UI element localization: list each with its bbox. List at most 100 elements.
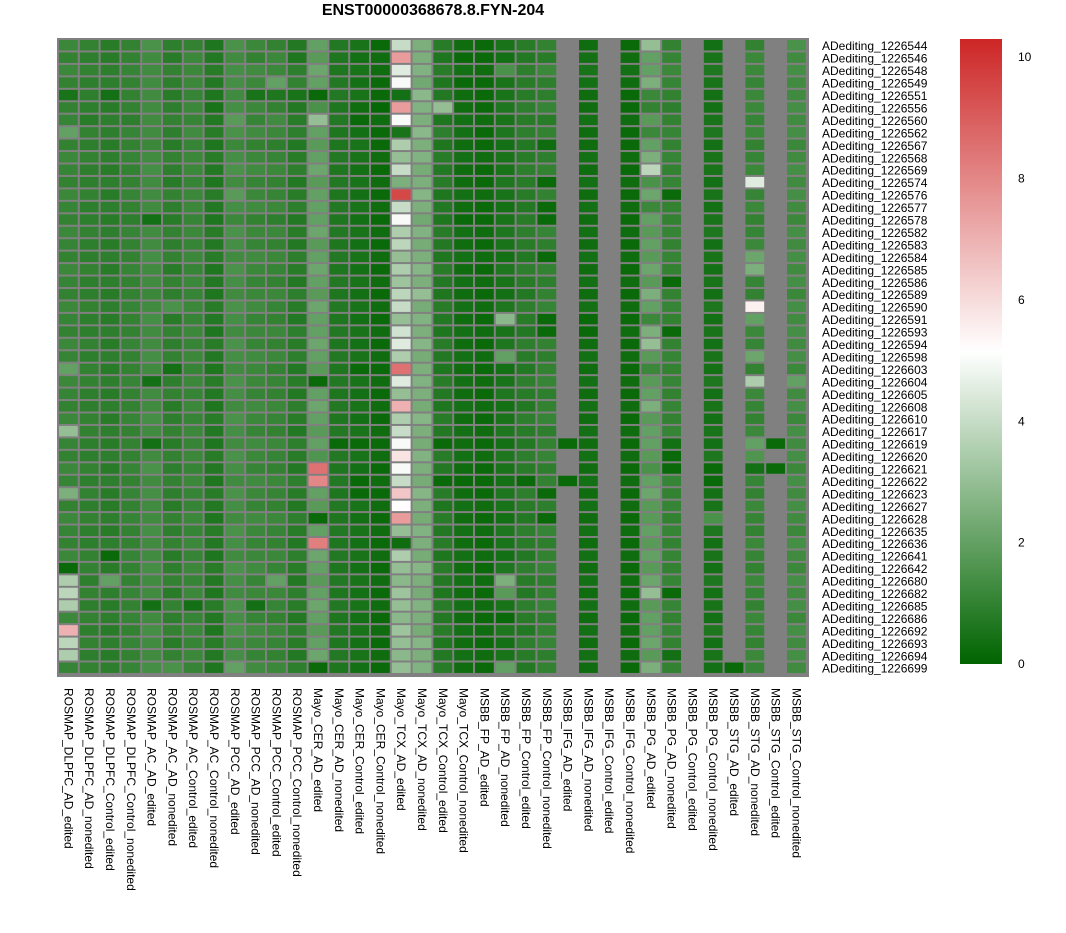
heatmap-cell [516, 587, 536, 599]
heatmap-cell [204, 226, 224, 238]
heatmap-cell [412, 612, 432, 624]
heatmap-cell [495, 612, 515, 624]
heatmap-cell [100, 351, 120, 362]
heatmap-cell [100, 226, 120, 238]
heatmap-cell [537, 239, 557, 250]
column-label: ROSMAP_AC_AD_nonedited [165, 688, 179, 846]
heatmap-cell [412, 637, 432, 649]
heatmap-cell [703, 77, 723, 88]
column-label: MSBB_PG_AD_nonedited [665, 688, 679, 829]
heatmap-cell [745, 189, 765, 200]
heatmap-cell [183, 550, 203, 561]
heatmap-cell [163, 114, 182, 126]
heatmap-cell [599, 64, 619, 76]
heatmap-cell [287, 77, 307, 88]
heatmap-cell [475, 388, 494, 400]
heatmap-cell [475, 114, 494, 126]
row-label: ADediting_1226567 [822, 139, 928, 153]
heatmap-cell [745, 64, 765, 76]
heatmap-cell [641, 64, 661, 76]
heatmap-cell [287, 363, 307, 375]
heatmap-cell [537, 52, 557, 63]
heatmap-cell [745, 102, 765, 113]
heatmap-cell [599, 251, 619, 263]
heatmap-cell [59, 650, 78, 661]
heatmap-cell [329, 164, 349, 175]
heatmap-cell [121, 102, 141, 113]
heatmap-cell [724, 239, 744, 250]
heatmap-cell [433, 176, 453, 188]
heatmap-cell [329, 363, 349, 375]
heatmap-cell [620, 413, 640, 424]
heatmap-cell [579, 176, 598, 188]
heatmap-cell [59, 425, 78, 437]
heatmap-cell [599, 189, 619, 200]
heatmap-cell [412, 500, 432, 512]
heatmap-cell [412, 575, 432, 586]
heatmap-cell [724, 637, 744, 649]
heatmap-cell [454, 550, 473, 561]
heatmap-cell [163, 164, 182, 175]
heatmap-cell [579, 52, 598, 63]
heatmap-cell [142, 388, 161, 400]
heatmap-cell [537, 575, 557, 586]
heatmap-cell [683, 600, 702, 611]
heatmap-cell [558, 276, 577, 287]
heatmap-cell [620, 376, 640, 387]
heatmap-cell [766, 176, 785, 188]
heatmap-cell [495, 176, 515, 188]
heatmap-cell [79, 525, 99, 536]
heatmap-cell [641, 52, 661, 63]
heatmap-cell [225, 463, 245, 474]
heatmap-cell [329, 139, 349, 151]
heatmap-cell [495, 388, 515, 400]
heatmap-cell [142, 313, 161, 325]
heatmap-cell [703, 413, 723, 424]
heatmap-cell [391, 52, 411, 63]
heatmap-cell [537, 201, 557, 213]
heatmap-cell [308, 600, 328, 611]
heatmap-cell [745, 77, 765, 88]
heatmap-cell [745, 313, 765, 325]
heatmap-cell [79, 425, 99, 437]
heatmap-cell [371, 401, 390, 412]
heatmap-cell [350, 376, 369, 387]
heatmap-cell [391, 264, 411, 275]
heatmap-cell [121, 139, 141, 151]
heatmap-cell [121, 338, 141, 350]
heatmap-cell [142, 401, 161, 412]
row-label: ADediting_1226576 [822, 189, 928, 203]
heatmap-cell [724, 326, 744, 337]
heatmap-cell [620, 214, 640, 225]
legend-tick-label: 0 [1018, 657, 1025, 671]
heatmap-cell [787, 201, 806, 213]
heatmap-cell [537, 189, 557, 200]
heatmap-cell [620, 152, 640, 163]
heatmap-cell [558, 226, 577, 238]
heatmap-cell [724, 226, 744, 238]
heatmap-cell [787, 376, 806, 387]
heatmap-cell [329, 313, 349, 325]
heatmap-cell [308, 89, 328, 101]
heatmap-cell [183, 164, 203, 175]
heatmap-cell [599, 89, 619, 101]
heatmap-cell [100, 376, 120, 387]
heatmap-cell [79, 575, 99, 586]
heatmap-cell [766, 612, 785, 624]
row-label: ADediting_1226686 [822, 612, 928, 626]
heatmap-cell [787, 289, 806, 300]
heatmap-cell [641, 488, 661, 499]
heatmap-cell [433, 363, 453, 375]
heatmap-cell [350, 89, 369, 101]
heatmap-cell [745, 475, 765, 487]
heatmap-cell [121, 438, 141, 449]
heatmap-cell [558, 376, 577, 387]
heatmap-cell [59, 550, 78, 561]
heatmap-cell [558, 662, 577, 673]
heatmap-cell [475, 363, 494, 375]
heatmap-cell [267, 127, 286, 138]
heatmap-cell [183, 214, 203, 225]
heatmap-cell [121, 562, 141, 574]
heatmap-cell [371, 176, 390, 188]
heatmap-cell [350, 513, 369, 524]
